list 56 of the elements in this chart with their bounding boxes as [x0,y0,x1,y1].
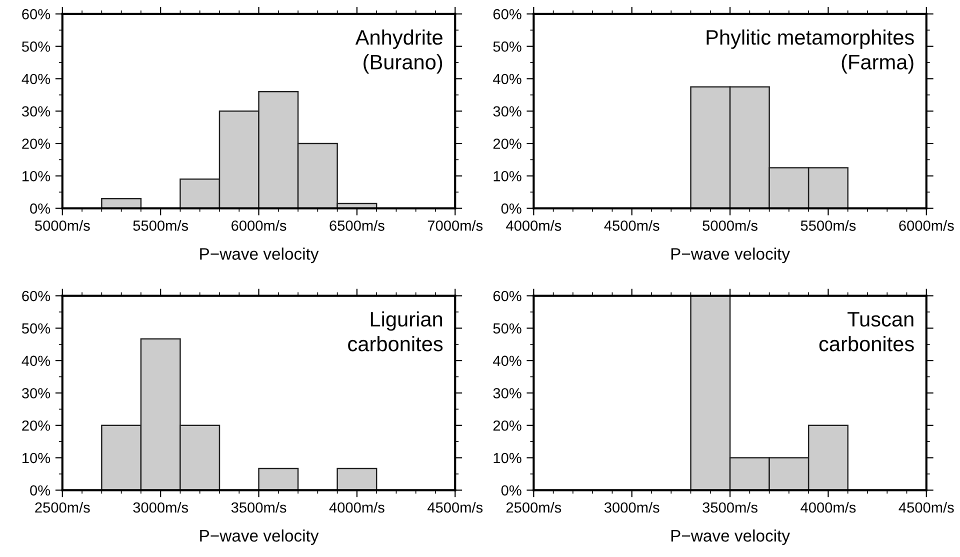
y-tick-label: 10% [22,171,50,182]
x-tick-label: 4000m/s [800,502,856,513]
x-tick-label: 2500m/s [506,502,562,513]
y-tick-label: 40% [22,74,50,84]
y-tick-label: 30% [493,388,522,398]
x-tick-label: 4000m/s [506,220,562,231]
y-tick-label: 20% [493,420,522,431]
y-tick-label: 0% [501,203,522,214]
x-tick-label: 5500m/s [133,220,188,231]
annotation: Anhydrite (Burano) [355,29,442,74]
annotation: Ligurian carbonites [348,311,443,352]
x-tick-label: 3500m/s [702,502,758,513]
y-tick-label: 10% [494,171,522,182]
y-tick-label: 60% [22,290,50,302]
y-tick-label: 60% [22,9,50,20]
x-tick-label: 5500m/s [800,220,856,231]
y-tick-label: 40% [493,74,522,84]
x-tick-label: 7000m/s [428,220,483,231]
annotation: Tuscan carbonites [819,312,914,352]
y-tick-label: 60% [493,290,522,302]
y-tick-label: 40% [22,356,50,366]
x-tick-label: 4000m/s [329,502,384,513]
y-tick-label: 30% [22,106,50,117]
x-tick-label: 2500m/s [35,502,90,513]
x-axis-title: P−wave velocity [671,248,790,264]
x-tick-label: 4500m/s [428,502,483,513]
y-tick-label: 30% [22,388,50,398]
y-tick-label: 0% [30,203,50,214]
y-tick-label: 0% [501,485,522,496]
y-tick-label: 60% [493,9,522,20]
annotation: Phylitic metamorphites (Farma) [706,29,914,74]
y-tick-label: 50% [22,323,50,334]
y-tick-label: 50% [493,323,522,334]
y-tick-label: 50% [493,41,522,52]
y-tick-label: 20% [493,138,522,149]
x-tick-label: 4500m/s [898,502,954,513]
y-tick-label: 10% [22,452,50,464]
x-tick-label: 6500m/s [330,220,384,231]
x-axis-title: P−wave velocity [200,529,319,545]
x-tick-label: 3500m/s [231,502,286,513]
x-tick-label: 6000m/s [899,220,954,231]
x-tick-label: 3000m/s [604,502,660,513]
x-tick-label: 5000m/s [702,220,758,231]
y-tick-label: 20% [22,138,50,149]
x-tick-label: 3000m/s [133,502,188,513]
y-tick-label: 20% [22,420,50,431]
x-tick-label: 4500m/s [604,220,660,231]
x-tick-label: 6000m/s [232,220,286,231]
y-tick-label: 0% [30,485,50,496]
y-tick-label: 10% [494,452,522,464]
x-axis-title: P−wave velocity [200,248,319,264]
y-tick-label: 30% [493,106,522,117]
y-tick-label: 40% [493,356,522,366]
y-tick-label: 50% [22,41,50,52]
x-tick-label: 5000m/s [35,220,90,231]
x-axis-title: P−wave velocity [671,529,790,545]
